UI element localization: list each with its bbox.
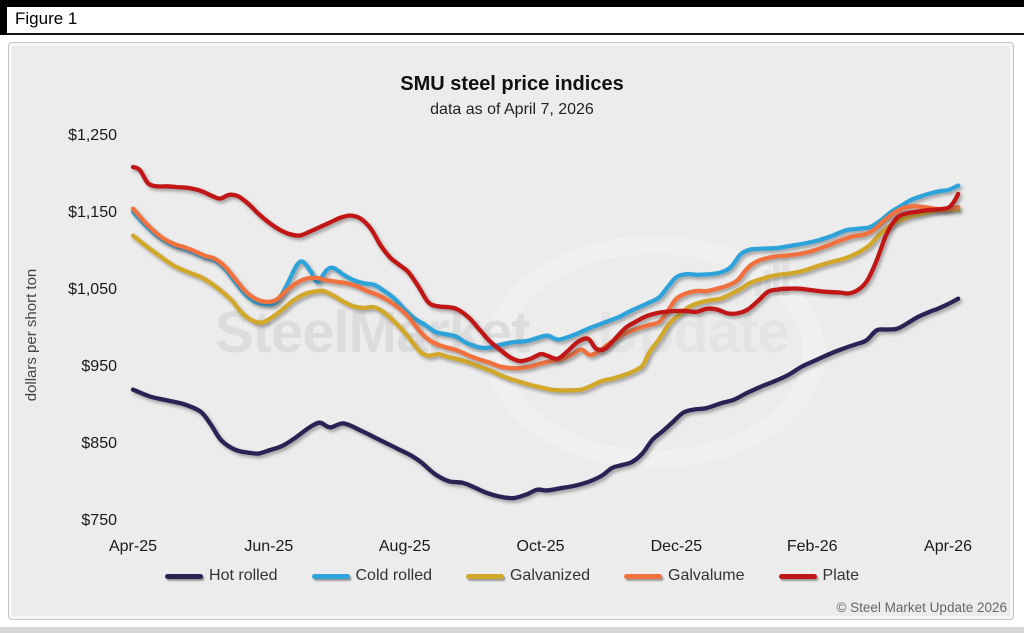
legend-label-galvalume: Galvalume (668, 567, 745, 584)
top-left-black-edge (0, 0, 7, 35)
legend-item-galvanized: Galvanized (465, 567, 591, 585)
y-tick-label-1250: $1,250 (68, 127, 117, 144)
chart-plot-svg: SteelMarket Update (130, 164, 961, 501)
legend-swatch-cold-rolled (311, 573, 350, 579)
copyright-note: © Steel Market Update 2026 (836, 600, 1007, 615)
legend-label-plate: Plate (822, 567, 859, 584)
legend-item-galvalume: Galvalume (624, 567, 745, 585)
chart-title: SMU steel price indices (400, 73, 624, 95)
bottom-edge-strip (0, 627, 1024, 633)
y-tick-label-1150: $1,150 (68, 204, 117, 221)
y-tick-label-1050: $1,050 (68, 281, 117, 298)
legend-item-hot-rolled: Hot rolled (165, 567, 278, 585)
series-line-hot-rolled (130, 296, 961, 501)
figure-rule (7, 33, 1024, 35)
chart-subtitle: data as of April 7, 2026 (430, 101, 594, 118)
x-tick-label-dec-25: Dec-25 (650, 538, 703, 555)
legend-swatch-plate (778, 573, 817, 579)
series-line-galvalume (130, 204, 961, 371)
x-tick-label-feb-26: Feb-26 (786, 538, 838, 555)
y-tick-label-850: $850 (81, 435, 117, 452)
x-tick-label-jun-25: Jun-25 (244, 538, 294, 555)
legend-swatch-hot-rolled (165, 573, 204, 579)
y-tick-label-950: $950 (81, 358, 117, 375)
legend-item-cold-rolled: Cold rolled (311, 567, 432, 585)
legend-label-hot-rolled: Hot rolled (209, 567, 278, 584)
series-line-galvanized (130, 207, 961, 393)
watermark: SteelMarket Update (215, 236, 825, 468)
legend-label-cold-rolled: Cold rolled (355, 567, 432, 584)
x-tick-label-apr-26: Apr-26 (924, 538, 973, 555)
legend-label-galvanized: Galvanized (509, 567, 591, 584)
y-tick-label-750: $750 (81, 512, 117, 529)
legend-item-plate: Plate (778, 567, 859, 585)
x-tick-label-aug-25: Aug-25 (378, 538, 431, 555)
series-line-plate (130, 164, 961, 364)
figure-label: Figure 1 (15, 9, 78, 28)
watermark-text-1: SteelMarket (215, 300, 530, 365)
y-axis-label: dollars per short ton (23, 268, 40, 402)
legend: Hot rolled Cold rolled Galvanized Galvalume… (0, 567, 1024, 585)
series-lines (130, 164, 961, 501)
legend-swatch-galvanized (465, 573, 504, 579)
top-black-bar (0, 0, 1024, 7)
legend-swatch-galvalume (624, 573, 663, 579)
x-tick-label-apr-25: Apr-25 (108, 538, 158, 555)
x-tick-label-oct-25: Oct-25 (516, 538, 565, 555)
